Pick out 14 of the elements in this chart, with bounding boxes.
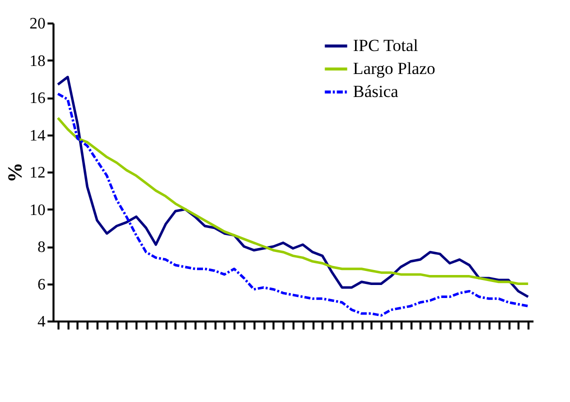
- y-tick-label: 16: [30, 90, 46, 107]
- legend-label: Básica: [353, 82, 399, 101]
- line-series: [56, 116, 530, 285]
- y-tick-label: 14: [30, 127, 46, 144]
- legend-label: IPC Total: [353, 36, 418, 55]
- y-tick-label: 18: [30, 52, 46, 70]
- y-tick-label: 8: [38, 239, 46, 256]
- y-tick-label: 4: [38, 314, 46, 330]
- legend-label: Largo Plazo: [353, 59, 436, 78]
- y-axis-title: %: [4, 162, 26, 182]
- y-tick-label: 12: [30, 164, 46, 182]
- y-tick-label: 10: [30, 202, 46, 219]
- y-tick-label: 20: [30, 16, 46, 32]
- y-tick-label: 6: [38, 276, 46, 294]
